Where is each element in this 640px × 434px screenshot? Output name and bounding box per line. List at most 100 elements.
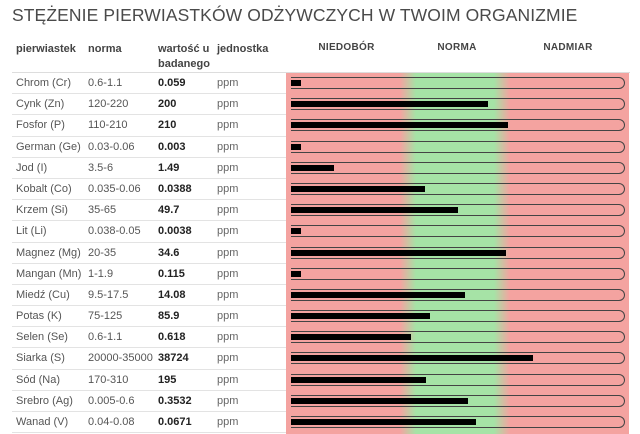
norm-range: 75-125 — [88, 310, 123, 323]
level-bar — [291, 143, 301, 150]
measured-value: 0.059 — [158, 77, 186, 89]
measured-value: 1.49 — [158, 161, 180, 174]
level-bar — [291, 249, 506, 256]
level-track — [291, 182, 625, 195]
unit-label: ppm — [217, 119, 239, 132]
level-bar — [291, 80, 301, 86]
level-track — [291, 416, 625, 428]
measured-value: 210 — [158, 119, 177, 132]
element-name: Selen (Se) — [16, 331, 68, 344]
table-row: Krzem (Si) 35-65 49.7 ppm — [12, 200, 630, 222]
level-track — [291, 98, 625, 111]
measured-value: 49.7 — [158, 204, 180, 217]
row-divider — [12, 156, 286, 158]
measured-value: 195 — [158, 373, 177, 386]
level-track — [291, 140, 625, 153]
unit-label: ppm — [217, 310, 239, 323]
element-name: Krzem (Si) — [16, 204, 68, 217]
element-name: Cynk (Zn) — [16, 98, 65, 111]
element-name: Lit (Li) — [16, 225, 47, 238]
row-divider — [12, 283, 286, 285]
level-track — [291, 331, 625, 344]
level-track — [291, 373, 625, 386]
unit-label: ppm — [217, 288, 239, 301]
header-divider — [12, 72, 630, 73]
element-name: Wanad (V) — [16, 416, 69, 428]
measured-value: 0.003 — [158, 140, 186, 153]
measured-value: 14.08 — [158, 288, 186, 301]
table-row: Srebro (Ag) 0.005-0.6 0.3532 ppm — [12, 391, 630, 412]
row-divider — [12, 389, 286, 391]
element-name: Mangan (Mn) — [16, 267, 82, 280]
measured-value: 0.0388 — [158, 182, 192, 195]
unit-label: ppm — [217, 161, 239, 174]
measured-value: 0.3532 — [158, 394, 192, 407]
element-name: Potas (K) — [16, 310, 62, 323]
table-row: Jod (I) 3.5-6 1.49 ppm — [12, 158, 630, 179]
measured-value: 38724 — [158, 352, 189, 365]
table-row: Miedź (Cu) 9.5-17.5 14.08 ppm — [12, 285, 630, 307]
row-divider — [12, 347, 286, 349]
norm-range: 35-65 — [88, 204, 117, 217]
measured-value: 0.115 — [158, 267, 185, 280]
row-divider — [12, 432, 286, 434]
level-bar — [291, 355, 533, 362]
row-divider — [12, 241, 286, 243]
unit-label: ppm — [217, 204, 239, 217]
measured-value: 85.9 — [158, 310, 180, 323]
norm-range: 170-310 — [88, 373, 129, 386]
unit-label: ppm — [217, 182, 239, 195]
header-unit: jednostka — [217, 43, 269, 55]
norm-range: 9.5-17.5 — [88, 288, 129, 301]
header-norm: norma — [88, 43, 122, 55]
unit-label: ppm — [217, 77, 239, 89]
header-element: pierwiastek — [16, 43, 76, 55]
unit-label: ppm — [217, 140, 239, 153]
header-value: wartość u badanego — [158, 43, 210, 70]
table-row: Mangan (Mn) 1-1.9 0.115 ppm — [12, 264, 630, 285]
norm-range: 120-220 — [88, 98, 129, 111]
measured-value: 0.618 — [158, 331, 186, 344]
row-divider — [12, 135, 286, 137]
row-divider — [12, 93, 286, 95]
norm-range: 110-210 — [88, 119, 128, 132]
table-row: Magnez (Mg) 20-35 34.6 ppm — [12, 243, 630, 264]
table-row: Kobalt (Co) 0.035-0.06 0.0388 ppm — [12, 179, 630, 201]
unit-label: ppm — [217, 416, 239, 428]
level-bar — [291, 419, 476, 425]
row-divider — [12, 411, 286, 412]
norm-range: 0.04-0.08 — [88, 416, 135, 428]
measured-value: 0.0671 — [158, 416, 192, 428]
element-table: Chrom (Cr) 0.6-1.1 0.059 ppm Cynk (Zn) 120-22… — [12, 73, 630, 434]
table-row: Sód (Na) 170-310 195 ppm — [12, 370, 630, 391]
level-bar — [291, 122, 508, 129]
unit-label: ppm — [217, 394, 239, 407]
row-divider — [12, 199, 286, 201]
norm-range: 1-1.9 — [88, 267, 114, 280]
norm-range: 20000-35000 — [88, 352, 153, 365]
unit-label: ppm — [217, 373, 239, 386]
table-row: Wanad (V) 0.04-0.08 0.0671 ppm — [12, 412, 630, 434]
norm-range: 0.6-1.1 — [88, 331, 123, 344]
measured-value: 200 — [158, 98, 177, 111]
level-track — [291, 288, 625, 301]
level-bar — [291, 270, 301, 277]
level-bar — [291, 101, 488, 108]
level-track — [291, 204, 625, 217]
zone-excess-label: NADMIAR — [543, 42, 593, 53]
row-divider — [12, 262, 286, 264]
table-row: Potas (K) 75-125 85.9 ppm — [12, 306, 630, 328]
level-bar — [291, 376, 426, 383]
level-track — [291, 161, 625, 174]
row-divider — [12, 177, 286, 179]
level-track — [291, 394, 625, 407]
norm-range: 0.035-0.06 — [88, 182, 141, 195]
level-bar — [291, 164, 334, 171]
level-track — [291, 77, 625, 89]
unit-label: ppm — [217, 331, 239, 344]
unit-label: ppm — [217, 352, 239, 365]
table-row: Fosfor (P) 110-210 210 ppm — [12, 115, 630, 137]
level-bar — [291, 313, 430, 320]
table-row: Siarka (S) 20000-35000 38724 ppm — [12, 348, 630, 370]
table-row: Cynk (Zn) 120-220 200 ppm — [12, 94, 630, 116]
